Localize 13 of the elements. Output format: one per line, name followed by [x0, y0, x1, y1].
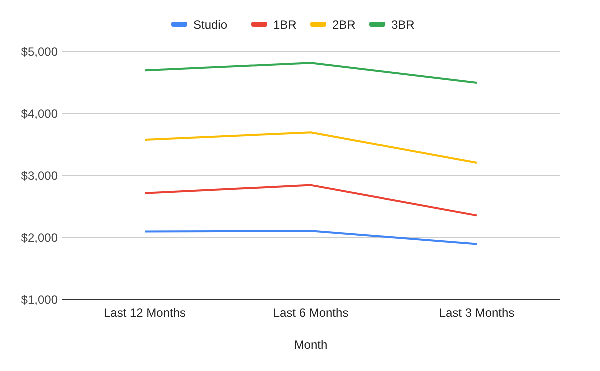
y-tick-label: $4,000: [21, 107, 58, 122]
y-tick-label: $5,000: [21, 45, 58, 60]
x-axis-title: Month: [294, 338, 328, 352]
y-tick-label: $1,000: [21, 293, 58, 308]
legend-label: 2BR: [332, 18, 356, 32]
x-tick-label: Last 12 Months: [104, 306, 186, 320]
x-tick-label: Last 6 Months: [273, 306, 349, 320]
legend-label: 1BR: [274, 18, 298, 32]
y-tick-label: $2,000: [21, 231, 58, 246]
legend-label: 3BR: [392, 18, 416, 32]
x-tick-label: Last 3 Months: [439, 306, 515, 320]
legend-label: Studio: [194, 18, 228, 32]
y-tick-label: $3,000: [21, 169, 58, 184]
